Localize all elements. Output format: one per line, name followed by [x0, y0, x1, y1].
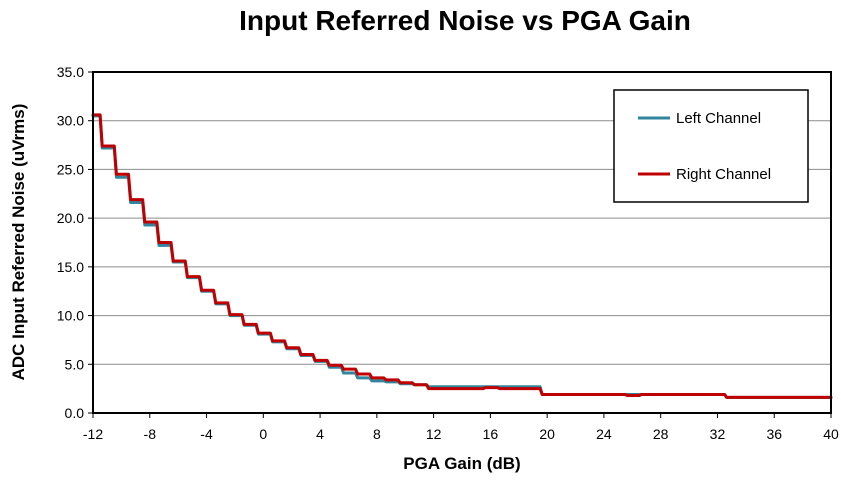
legend-label-left-channel: Left Channel: [676, 110, 761, 127]
x-tick-label: -8: [144, 426, 157, 442]
x-tick-label: 28: [653, 426, 669, 442]
plot-border: [92, 71, 832, 414]
y-axis-title: ADC Input Referred Noise (uVrms): [9, 104, 28, 381]
x-tick-label: 0: [259, 426, 267, 442]
x-tick-label: 40: [823, 426, 839, 442]
x-tick-label: 16: [483, 426, 499, 442]
y-tick-label: 20.0: [57, 210, 84, 226]
legend: Left Channel Right Channel: [613, 89, 809, 203]
series-line-right-channel: [91, 113, 833, 399]
y-tick-label: 35.0: [57, 64, 84, 80]
x-tick-label: 24: [596, 426, 612, 442]
x-tick-label: 4: [316, 426, 324, 442]
x-axis-title: PGA Gain (dB): [403, 454, 520, 473]
y-tick-label: 15.0: [57, 259, 84, 275]
x-tick-label: 12: [426, 426, 442, 442]
chart-title: Input Referred Noise vs PGA Gain: [239, 5, 691, 36]
y-tick-label: 30.0: [57, 113, 84, 129]
y-tick-label: 10.0: [57, 308, 84, 324]
x-tick-label: -4: [200, 426, 213, 442]
x-tick-label: 20: [539, 426, 555, 442]
x-tick-label: 36: [766, 426, 782, 442]
y-tick-label: 5.0: [65, 356, 85, 372]
y-tick-label: 25.0: [57, 161, 84, 177]
x-tick-label: -12: [83, 426, 103, 442]
series-lines: [91, 113, 833, 399]
y-axis-ticks: 0.0 5.0 10.0 15.0 20.0 25.0 30.0 35.0: [57, 64, 93, 421]
y-tick-label: 0.0: [65, 405, 85, 421]
x-tick-label: 8: [373, 426, 381, 442]
legend-box: [613, 89, 809, 203]
x-tick-label: 32: [710, 426, 726, 442]
legend-label-right-channel: Right Channel: [676, 166, 771, 183]
x-axis-ticks: -12 -8 -4 0 4 8 12 16 20 24 28 32 36 40: [83, 413, 839, 442]
